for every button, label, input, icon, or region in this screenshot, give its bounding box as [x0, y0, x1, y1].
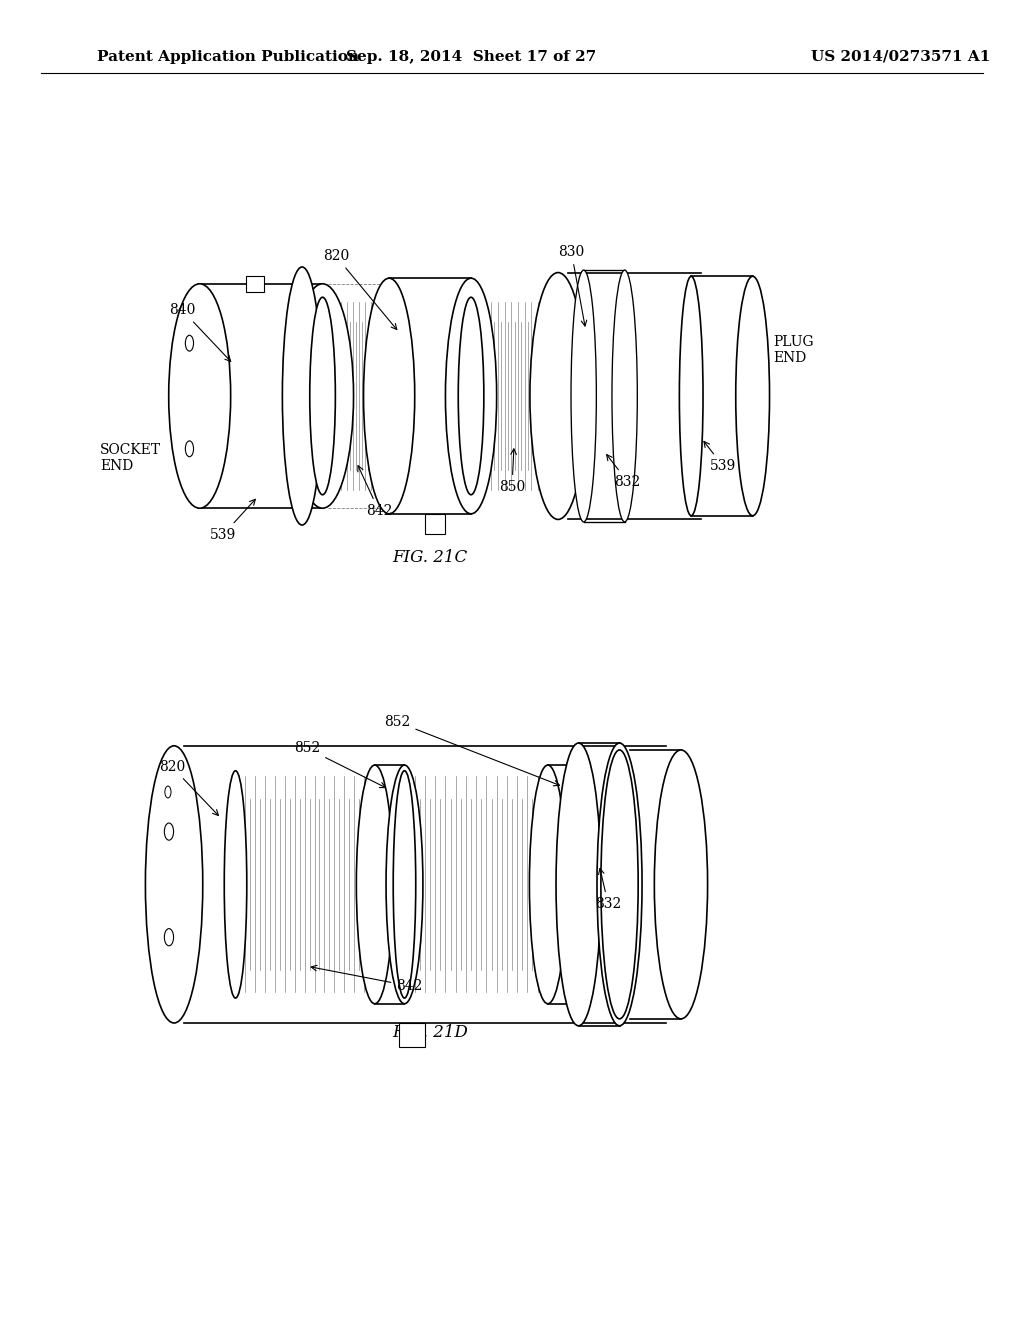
Ellipse shape	[560, 766, 597, 1003]
Ellipse shape	[529, 766, 566, 1003]
Text: PLUG
END: PLUG END	[773, 335, 814, 364]
Ellipse shape	[571, 271, 596, 521]
Ellipse shape	[169, 284, 230, 508]
Ellipse shape	[393, 771, 416, 998]
Ellipse shape	[601, 750, 638, 1019]
Text: 852: 852	[384, 715, 559, 785]
Text: FIG. 21D: FIG. 21D	[392, 1024, 468, 1040]
Ellipse shape	[735, 276, 770, 516]
Text: Patent Application Publication: Patent Application Publication	[97, 50, 359, 63]
Ellipse shape	[556, 743, 601, 1026]
Text: 842: 842	[311, 965, 423, 993]
Ellipse shape	[292, 284, 353, 508]
Ellipse shape	[145, 746, 203, 1023]
Ellipse shape	[386, 766, 423, 1003]
Text: US 2014/0273571 A1: US 2014/0273571 A1	[811, 50, 991, 63]
Ellipse shape	[537, 771, 559, 998]
Text: 852: 852	[294, 742, 385, 788]
Ellipse shape	[679, 276, 703, 516]
Text: FIG. 21C: FIG. 21C	[392, 549, 468, 565]
Bar	[399, 1023, 425, 1047]
Text: 539: 539	[703, 441, 736, 473]
Ellipse shape	[612, 271, 637, 521]
Text: 539: 539	[210, 499, 255, 541]
Text: 832: 832	[606, 454, 641, 488]
Text: 830: 830	[558, 246, 587, 326]
Ellipse shape	[546, 297, 571, 495]
Bar	[425, 513, 445, 533]
Ellipse shape	[445, 279, 497, 513]
Ellipse shape	[356, 766, 393, 1003]
Ellipse shape	[283, 267, 322, 525]
Ellipse shape	[364, 279, 415, 513]
Text: Sep. 18, 2014  Sheet 17 of 27: Sep. 18, 2014 Sheet 17 of 27	[346, 50, 596, 63]
Ellipse shape	[597, 743, 642, 1026]
Text: 850: 850	[499, 449, 525, 494]
Ellipse shape	[309, 297, 336, 495]
Ellipse shape	[224, 771, 247, 998]
Text: 820: 820	[323, 249, 396, 330]
Ellipse shape	[377, 297, 402, 495]
Ellipse shape	[459, 297, 484, 495]
Bar	[246, 276, 264, 292]
Ellipse shape	[654, 750, 708, 1019]
Text: SOCKET
END: SOCKET END	[100, 444, 162, 473]
Text: 832: 832	[595, 869, 622, 911]
Text: 840: 840	[169, 304, 230, 362]
Ellipse shape	[362, 771, 385, 998]
Text: 820: 820	[159, 760, 218, 816]
Ellipse shape	[530, 273, 586, 520]
Text: 842: 842	[357, 466, 392, 517]
